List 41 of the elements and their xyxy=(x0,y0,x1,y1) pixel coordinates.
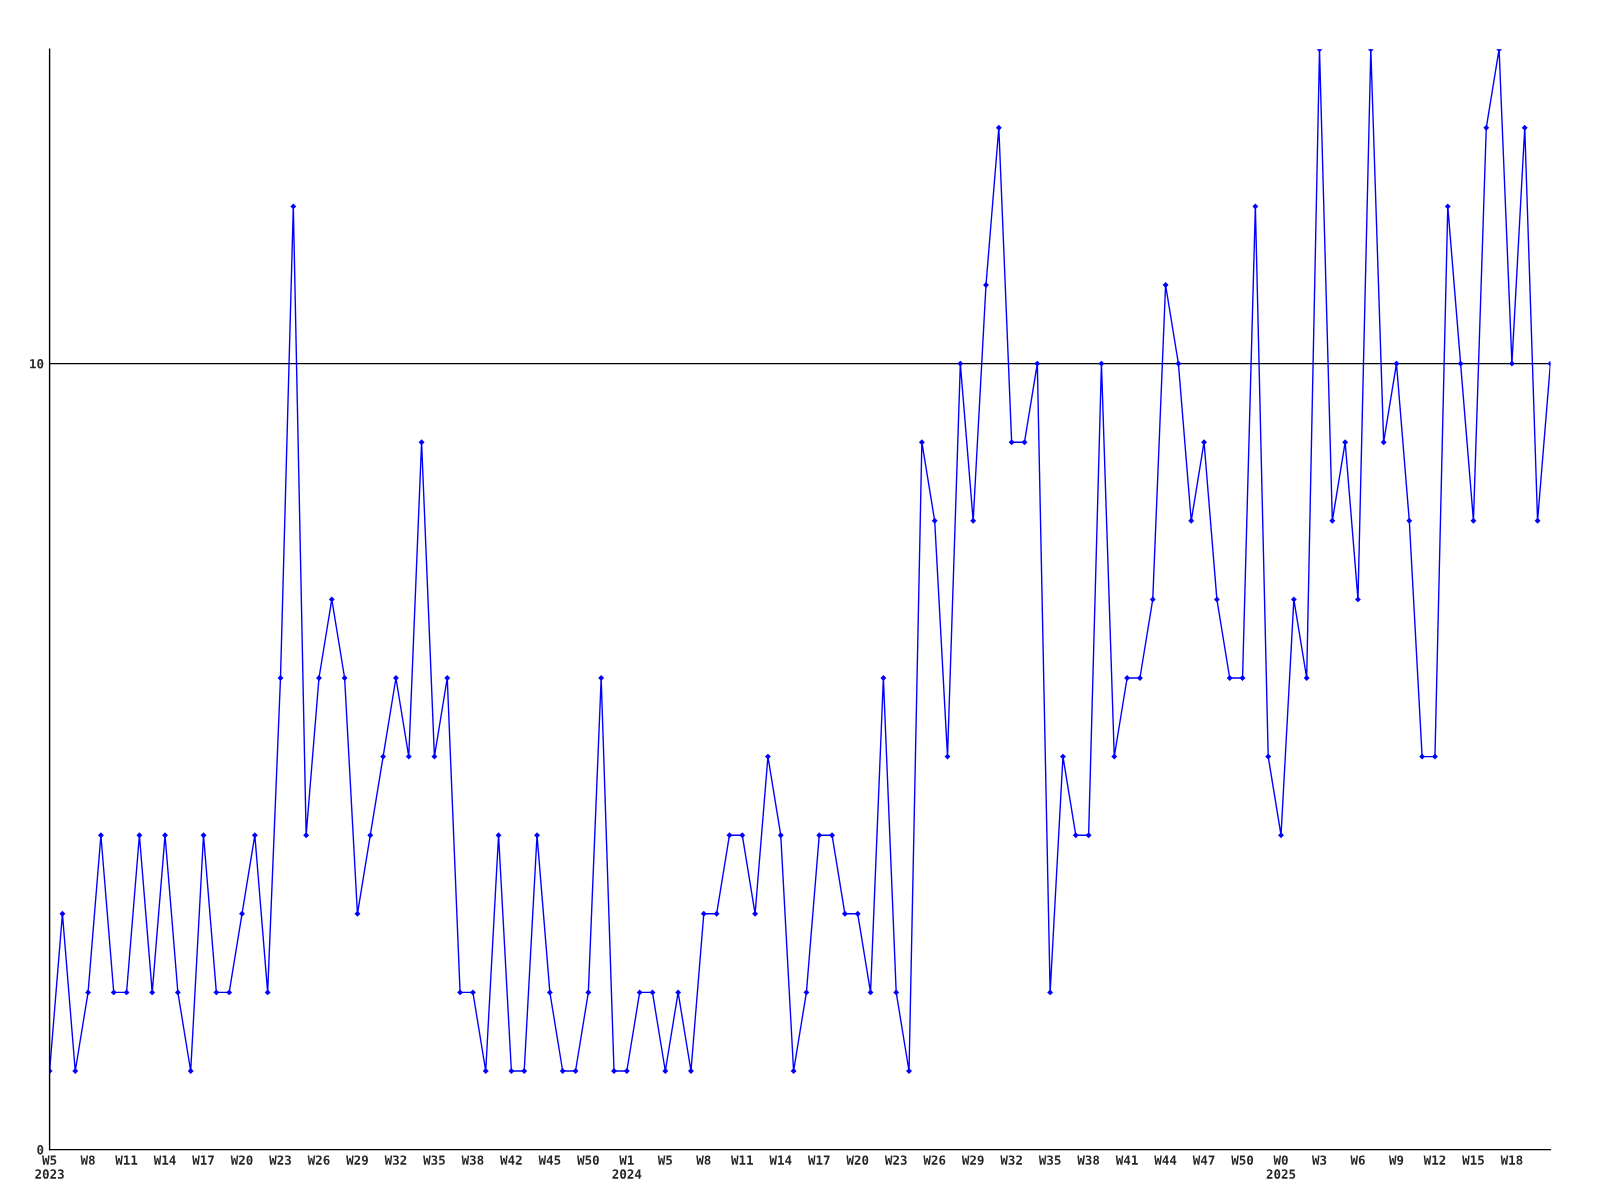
x-tick-label: W5 xyxy=(657,1155,672,1165)
x-tick-label: W20 xyxy=(846,1155,869,1165)
x-tick-label: W42 xyxy=(500,1155,522,1165)
x-tick-label: W8 xyxy=(80,1155,95,1165)
x-tick-label: W0 2025 xyxy=(1266,1155,1296,1179)
x-tick-label: W50 xyxy=(1231,1155,1254,1165)
x-tick-label: W12 xyxy=(1423,1155,1446,1165)
x-tick-label: W23 xyxy=(884,1155,907,1165)
x-tick-label: W17 xyxy=(192,1155,214,1165)
x-tick-label: W45 xyxy=(538,1155,561,1165)
x-tick-label: W29 xyxy=(346,1155,368,1165)
x-tick-label: W41 xyxy=(1115,1155,1138,1165)
x-tick-label: W29 xyxy=(961,1155,984,1165)
x-tick-label: W35 xyxy=(1038,1155,1061,1165)
x-tick-label: W1 2024 xyxy=(612,1155,642,1179)
x-tick-label: W23 xyxy=(269,1155,291,1165)
x-tick-label: W38 xyxy=(461,1155,484,1165)
x-tick-label: W20 xyxy=(230,1155,253,1165)
x-tick-label: W18 xyxy=(1500,1155,1523,1165)
x-tick-label: W26 xyxy=(923,1155,946,1165)
x-tick-label: W38 xyxy=(1077,1155,1100,1165)
x-tick-label: W35 xyxy=(423,1155,445,1165)
x-tick-label: W9 xyxy=(1388,1155,1404,1165)
x-tick-label: W44 xyxy=(1154,1155,1177,1165)
x-tick-label: W6 xyxy=(1350,1155,1365,1165)
x-tick-label: W17 xyxy=(807,1155,830,1165)
x-tick-label: W32 xyxy=(384,1155,407,1165)
x-tick-label: W11 xyxy=(730,1155,753,1165)
x-tick-label: W15 xyxy=(1462,1155,1484,1165)
x-tick-label: W32 xyxy=(1000,1155,1022,1165)
y-tick-label: 10 xyxy=(30,359,44,369)
x-tick-label: W5 2023 xyxy=(35,1155,64,1179)
x-tick-label: W14 xyxy=(769,1155,792,1165)
x-tick-label: W26 xyxy=(307,1155,330,1165)
x-tick-label: W3 xyxy=(1311,1155,1327,1165)
x-tick-label: W11 xyxy=(115,1155,138,1165)
y-tick-label: 0 xyxy=(37,1145,44,1155)
x-tick-label: W47 xyxy=(1192,1155,1215,1165)
x-tick-label: W14 xyxy=(153,1155,176,1165)
x-tick-label: W50 xyxy=(577,1155,599,1165)
x-tick-label: W8 xyxy=(696,1155,711,1165)
